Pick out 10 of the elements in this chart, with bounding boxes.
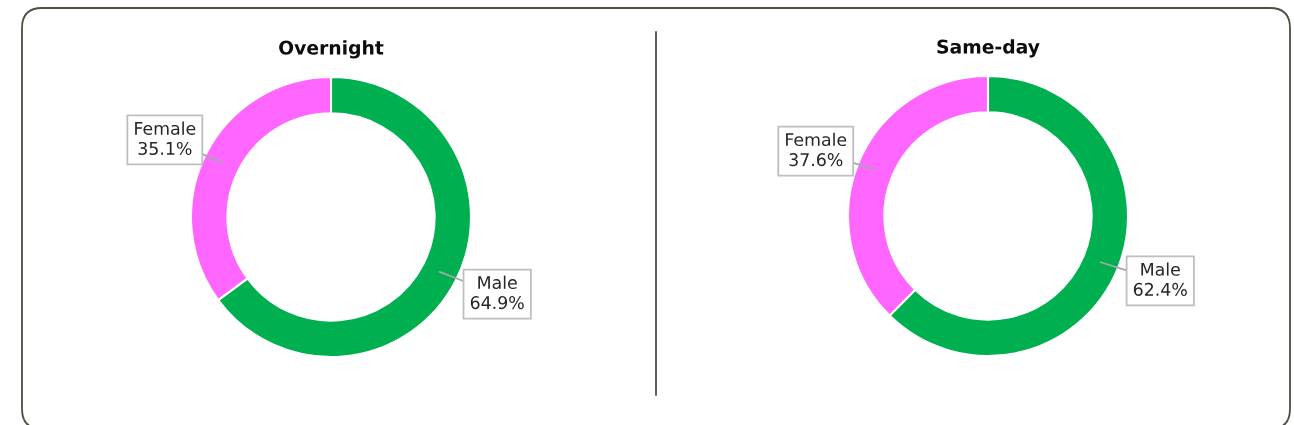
chart-title: Same-day	[937, 39, 1040, 58]
slice-label: Female	[135, 121, 196, 135]
slice-label: Female	[786, 132, 847, 147]
data-label: 62.4%	[1133, 282, 1187, 296]
chart-title: Overnight	[279, 40, 384, 59]
slice-label: Male	[478, 275, 517, 290]
data-label: 37.6%	[789, 153, 843, 167]
data-label: 64.9%	[470, 296, 524, 310]
slice-label: Male	[1141, 262, 1180, 276]
data-label: 35.1%	[138, 141, 192, 156]
